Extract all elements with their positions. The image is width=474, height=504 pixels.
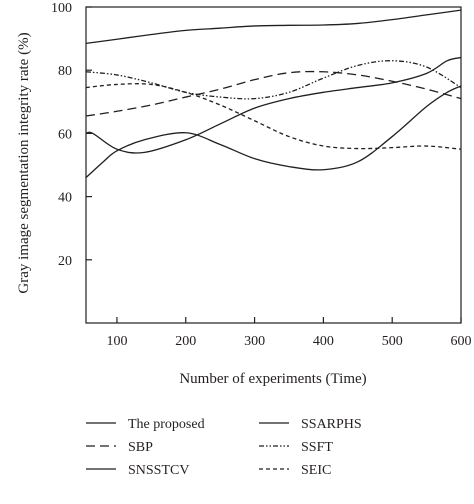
chart-axes	[85, 6, 462, 324]
legend-item: SSARPHS	[259, 417, 362, 432]
y-tick-label: 100	[51, 1, 72, 16]
chart-legend: The proposed SBP SNSSTCV SSARPHS SSFT SEIC	[86, 417, 362, 478]
series-line-ssft	[85, 60, 462, 100]
series-line-the-proposed	[85, 9, 462, 44]
series-line-seic	[85, 83, 462, 150]
legend-label: SSFT	[301, 440, 333, 455]
y-tick-label: 60	[58, 127, 72, 142]
legend-label: SSARPHS	[301, 417, 362, 432]
ticks: 100 200 300 400 500 600 20 40 60 80 100	[51, 1, 472, 349]
y-axis-label: Gray image segmentation integrity rate (…	[16, 32, 32, 293]
legend-item: SSFT	[259, 440, 333, 455]
plot-lines	[85, 9, 462, 179]
legend-item: SEIC	[259, 463, 331, 478]
plot-frame	[85, 6, 462, 324]
x-tick-label: 200	[175, 334, 196, 349]
y-tick-label: 80	[58, 64, 72, 79]
legend-label: SEIC	[301, 463, 331, 478]
series-line-snsstcv	[85, 85, 462, 179]
y-tick-label: 40	[58, 191, 72, 206]
x-tick-label: 400	[313, 334, 334, 349]
legend-label: SNSSTCV	[128, 463, 189, 478]
x-tick-label: 500	[382, 334, 403, 349]
legend-item: The proposed	[86, 417, 205, 432]
x-tick-label: 600	[451, 334, 472, 349]
x-axis-label: Number of experiments (Time)	[179, 371, 366, 387]
x-tick-label: 100	[106, 334, 127, 349]
series-line-sbp	[85, 70, 462, 117]
y-tick-label: 20	[58, 254, 72, 269]
x-tick-label: 300	[244, 334, 265, 349]
legend-item: SBP	[86, 440, 153, 455]
legend-label: SBP	[128, 440, 153, 455]
series-line-ssarphs	[85, 56, 462, 154]
legend-item: SNSSTCV	[86, 463, 189, 478]
legend-label: The proposed	[128, 417, 205, 432]
